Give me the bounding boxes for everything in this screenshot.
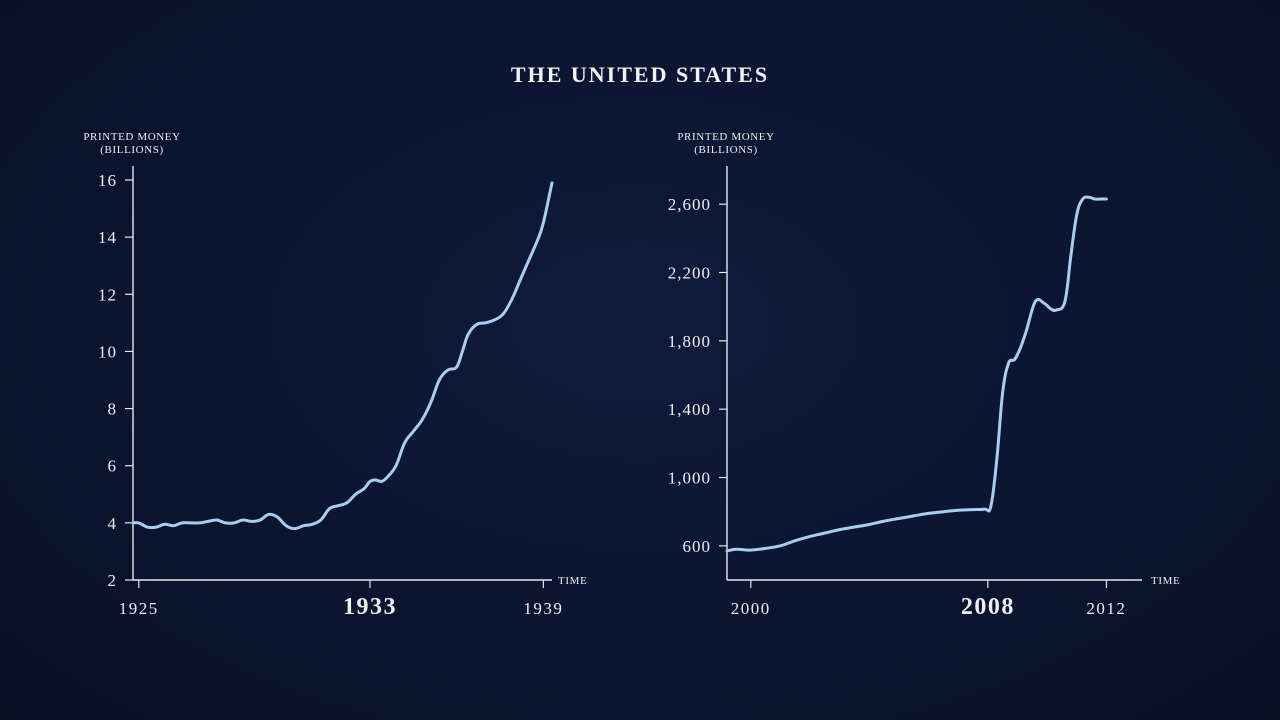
right-y-tick-label: 600 (683, 537, 712, 556)
right-y-tick-label: 2,600 (668, 195, 711, 214)
left-ylabel-line1: PRINTED MONEY (83, 131, 180, 143)
left-y-tick-label: 10 (98, 342, 117, 361)
left-y-tick-label: 14 (98, 228, 117, 247)
left-y-tick-label: 2 (108, 571, 118, 590)
right-y-tick-label: 2,200 (668, 264, 711, 283)
right-xlabel: TIME (1151, 575, 1180, 587)
right-x-tick-label: 2012 (1086, 599, 1126, 618)
right-series-line (725, 195, 1108, 553)
left-y-tick-label: 12 (98, 285, 117, 304)
left-xlabel: TIME (558, 575, 587, 587)
right-x-tick-label: 2008 (961, 594, 1015, 620)
left-x-tick-label: 1925 (119, 599, 159, 618)
left-x-tick-label: 1933 (343, 594, 397, 620)
right-y-tick-label: 1,800 (668, 332, 711, 351)
right-x-tick-label: 2000 (731, 599, 771, 618)
right-y-tick-label: 1,000 (668, 469, 711, 488)
left-y-tick-label: 6 (108, 457, 118, 476)
left-ylabel-line2: (BILLIONS) (100, 144, 163, 156)
left-y-tick-label: 16 (98, 171, 117, 190)
right-y-tick-label: 1,400 (668, 400, 711, 419)
page-title: THE UNITED STATES (510, 62, 770, 87)
left-series-line (131, 181, 554, 531)
left-y-tick-label: 4 (108, 514, 118, 533)
left-x-tick-label: 1939 (523, 599, 563, 618)
right-ylabel-line2: (BILLIONS) (694, 144, 757, 156)
right-ylabel-line1: PRINTED MONEY (677, 131, 774, 143)
left-y-tick-label: 8 (108, 400, 118, 419)
